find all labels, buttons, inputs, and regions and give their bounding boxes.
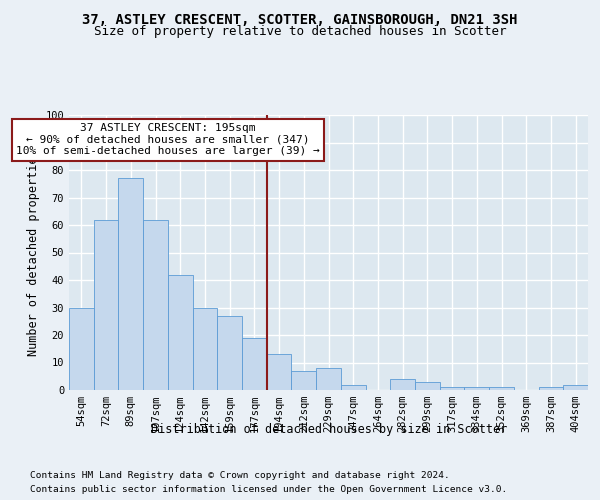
Bar: [489, 387, 514, 390]
Bar: [464, 387, 489, 390]
Text: 37, ASTLEY CRESCENT, SCOTTER, GAINSBOROUGH, DN21 3SH: 37, ASTLEY CRESCENT, SCOTTER, GAINSBOROU…: [82, 12, 518, 26]
Y-axis label: Number of detached properties: Number of detached properties: [27, 149, 40, 356]
Text: Contains HM Land Registry data © Crown copyright and database right 2024.: Contains HM Land Registry data © Crown c…: [30, 471, 450, 480]
Bar: [193, 308, 217, 390]
Bar: [292, 371, 316, 390]
Bar: [267, 354, 292, 390]
Bar: [242, 338, 267, 390]
Text: Distribution of detached houses by size in Scotter: Distribution of detached houses by size …: [151, 422, 507, 436]
Bar: [316, 368, 341, 390]
Bar: [415, 382, 440, 390]
Bar: [94, 220, 118, 390]
Bar: [341, 384, 365, 390]
Bar: [217, 316, 242, 390]
Bar: [69, 308, 94, 390]
Bar: [118, 178, 143, 390]
Bar: [440, 387, 464, 390]
Bar: [168, 274, 193, 390]
Text: 37 ASTLEY CRESCENT: 195sqm
← 90% of detached houses are smaller (347)
10% of sem: 37 ASTLEY CRESCENT: 195sqm ← 90% of deta…: [16, 123, 320, 156]
Text: Contains public sector information licensed under the Open Government Licence v3: Contains public sector information licen…: [30, 485, 507, 494]
Bar: [143, 220, 168, 390]
Bar: [563, 384, 588, 390]
Bar: [539, 387, 563, 390]
Bar: [390, 379, 415, 390]
Text: Size of property relative to detached houses in Scotter: Size of property relative to detached ho…: [94, 25, 506, 38]
